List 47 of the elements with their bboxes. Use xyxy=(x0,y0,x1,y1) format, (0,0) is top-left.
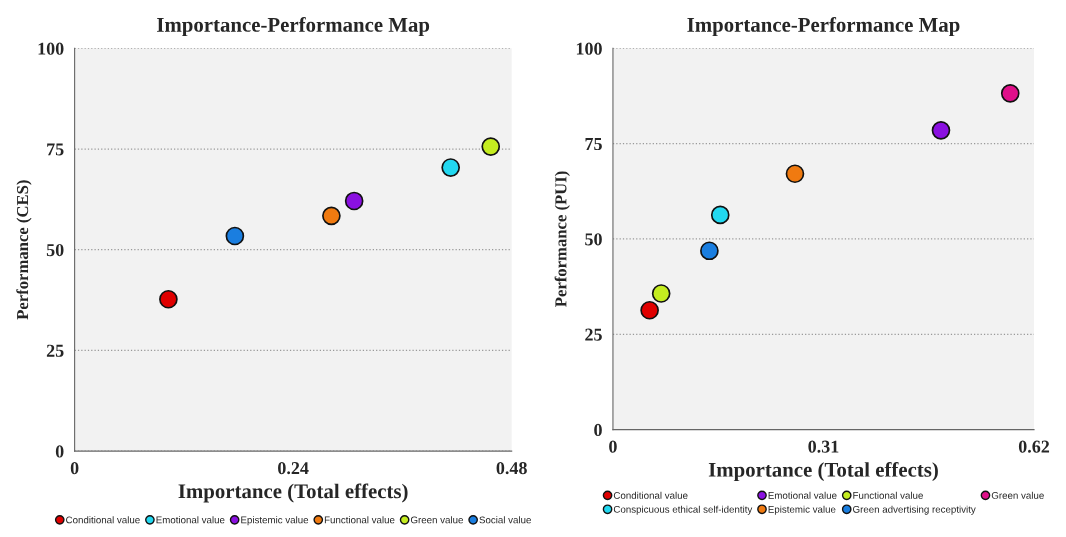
point xyxy=(1000,83,1020,103)
x-tick-label: 0.48 xyxy=(496,462,527,475)
legend-label: Emotional value xyxy=(156,516,225,524)
legend-label: Emotional value xyxy=(768,491,837,499)
legend-label: Conspicuous ethical self-identity xyxy=(613,505,753,515)
x-axis-title: Importance (Total effects) xyxy=(708,461,938,482)
point xyxy=(785,164,805,184)
legend-label: Green advertising receptivity xyxy=(853,505,976,515)
point xyxy=(344,191,364,211)
point xyxy=(931,120,951,140)
x-tick-label: 0 xyxy=(609,440,617,453)
legend-label: Epistemic value xyxy=(241,516,309,526)
point xyxy=(640,300,659,320)
legend-label: Conditional value xyxy=(66,516,140,524)
chart-title: Importance-Performance Map xyxy=(157,17,430,37)
point xyxy=(481,137,501,156)
point xyxy=(710,205,730,225)
legend-label: Conditional value xyxy=(613,491,688,499)
legend-label: Green value xyxy=(991,491,1044,499)
point xyxy=(651,284,671,303)
y-tick-label: 50 xyxy=(46,243,64,257)
legend-label: Functional value xyxy=(853,491,923,499)
point xyxy=(322,206,341,226)
legend-label: Social value xyxy=(479,516,531,524)
y-tick-label: 25 xyxy=(585,328,602,341)
point xyxy=(441,158,461,177)
point xyxy=(700,241,719,261)
chart-title: Importance-Performance Map xyxy=(687,17,960,37)
legend-label: Functional value xyxy=(324,516,395,524)
x-tick-label: 0 xyxy=(70,462,79,475)
x-tick-label: 0.31 xyxy=(808,440,839,453)
x-tick-label: 0.62 xyxy=(1018,440,1050,453)
point xyxy=(159,289,178,309)
x-tick-label: 0.24 xyxy=(278,462,309,475)
y-tick-label: 75 xyxy=(585,138,602,151)
y-tick-label: 75 xyxy=(47,143,64,156)
y-tick-label: 50 xyxy=(585,233,602,246)
y-axis-title: Performance (CES) xyxy=(16,180,32,320)
x-axis-title: Importance (Total effects) xyxy=(178,483,408,503)
y-tick-label: 100 xyxy=(576,42,602,55)
y-tick-label: 25 xyxy=(46,344,64,357)
point xyxy=(225,226,245,246)
y-tick-label: 0 xyxy=(594,423,602,437)
legend-label: Epistemic value xyxy=(768,505,836,515)
legend-label: Green value xyxy=(410,516,463,524)
y-axis-title: Performance (PUI) xyxy=(554,171,570,307)
y-tick-label: 100 xyxy=(38,42,64,55)
